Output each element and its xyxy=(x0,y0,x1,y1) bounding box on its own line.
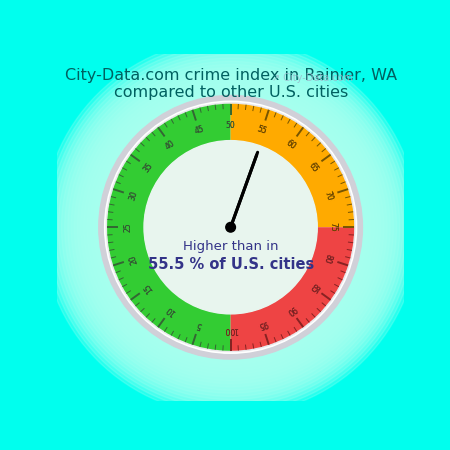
Circle shape xyxy=(45,42,416,412)
Circle shape xyxy=(186,183,275,272)
Circle shape xyxy=(135,131,326,323)
Circle shape xyxy=(74,71,387,384)
Circle shape xyxy=(183,180,279,275)
Wedge shape xyxy=(107,104,230,351)
Text: 45: 45 xyxy=(193,124,205,136)
Circle shape xyxy=(81,77,381,377)
Circle shape xyxy=(176,173,285,282)
Circle shape xyxy=(119,116,342,339)
Text: 10: 10 xyxy=(164,303,177,316)
Text: 80: 80 xyxy=(322,253,333,265)
Text: 5: 5 xyxy=(195,320,203,329)
Circle shape xyxy=(49,45,413,409)
Text: 25: 25 xyxy=(124,222,133,232)
Circle shape xyxy=(151,148,310,307)
Text: Higher than in: Higher than in xyxy=(183,240,279,253)
Circle shape xyxy=(144,141,317,314)
Circle shape xyxy=(122,119,339,336)
Text: 25: 25 xyxy=(124,222,133,232)
Text: 70: 70 xyxy=(322,189,333,202)
Circle shape xyxy=(116,112,346,342)
Text: 55: 55 xyxy=(256,124,268,136)
Text: 70: 70 xyxy=(322,189,333,202)
Circle shape xyxy=(144,140,317,314)
Text: 30: 30 xyxy=(128,189,140,202)
Text: 35: 35 xyxy=(141,161,154,174)
Circle shape xyxy=(129,125,333,329)
Text: 75: 75 xyxy=(328,222,337,232)
Text: 80: 80 xyxy=(322,253,333,265)
Text: 60: 60 xyxy=(284,138,297,151)
Circle shape xyxy=(71,68,390,387)
Text: 100: 100 xyxy=(223,325,238,334)
Text: 15: 15 xyxy=(142,281,154,294)
Text: 55: 55 xyxy=(256,124,268,136)
Circle shape xyxy=(52,49,410,406)
Circle shape xyxy=(109,106,352,349)
Wedge shape xyxy=(230,104,354,227)
Text: 40: 40 xyxy=(164,138,177,151)
Text: 100: 100 xyxy=(223,325,238,334)
Circle shape xyxy=(160,157,301,297)
Text: 50: 50 xyxy=(226,121,235,130)
Circle shape xyxy=(99,95,362,359)
Circle shape xyxy=(189,186,272,269)
Text: 60: 60 xyxy=(284,138,297,151)
Circle shape xyxy=(90,87,371,368)
Circle shape xyxy=(42,39,419,415)
Circle shape xyxy=(65,61,396,393)
Wedge shape xyxy=(230,227,354,351)
Circle shape xyxy=(167,163,294,291)
Circle shape xyxy=(106,103,355,352)
Circle shape xyxy=(154,151,307,304)
Circle shape xyxy=(55,52,406,403)
Circle shape xyxy=(138,135,323,320)
Circle shape xyxy=(94,90,368,365)
Circle shape xyxy=(68,64,393,390)
Text: 95: 95 xyxy=(256,319,268,330)
Circle shape xyxy=(132,128,329,326)
Circle shape xyxy=(141,138,320,317)
Text: 85: 85 xyxy=(307,281,320,294)
Circle shape xyxy=(62,58,400,396)
Text: 75: 75 xyxy=(328,222,337,232)
Circle shape xyxy=(77,74,384,380)
Text: 15: 15 xyxy=(142,281,154,294)
Text: 65: 65 xyxy=(307,161,320,174)
Text: 95: 95 xyxy=(256,319,268,330)
Circle shape xyxy=(226,222,235,232)
Text: 40: 40 xyxy=(164,138,177,151)
Text: 65: 65 xyxy=(307,161,320,174)
Circle shape xyxy=(180,176,282,278)
Text: 45: 45 xyxy=(193,124,205,136)
Text: ↗ City-Data.com: ↗ City-Data.com xyxy=(272,73,353,83)
Circle shape xyxy=(97,93,365,361)
Text: 55.5 % of U.S. cities: 55.5 % of U.S. cities xyxy=(148,257,314,272)
Circle shape xyxy=(100,96,361,358)
Text: 50: 50 xyxy=(226,121,235,130)
Text: 35: 35 xyxy=(141,161,154,174)
Text: 30: 30 xyxy=(128,189,140,202)
Text: 20: 20 xyxy=(128,253,139,265)
Circle shape xyxy=(157,154,304,301)
Circle shape xyxy=(164,160,297,294)
Circle shape xyxy=(58,55,403,400)
Circle shape xyxy=(87,84,374,371)
Circle shape xyxy=(106,103,355,351)
Circle shape xyxy=(125,122,336,333)
Text: City-Data.com crime index in Rainier, WA
compared to other U.S. cities: City-Data.com crime index in Rainier, WA… xyxy=(64,68,397,100)
Text: 20: 20 xyxy=(128,253,139,265)
Text: 85: 85 xyxy=(307,281,320,294)
Circle shape xyxy=(173,170,288,285)
Text: 90: 90 xyxy=(284,303,297,316)
Text: 10: 10 xyxy=(164,303,177,316)
Circle shape xyxy=(103,99,358,355)
Circle shape xyxy=(112,109,349,345)
Circle shape xyxy=(170,166,291,288)
Text: 5: 5 xyxy=(195,320,203,329)
Circle shape xyxy=(148,144,314,310)
Text: 90: 90 xyxy=(284,303,297,316)
Circle shape xyxy=(104,101,357,353)
Circle shape xyxy=(84,81,378,374)
